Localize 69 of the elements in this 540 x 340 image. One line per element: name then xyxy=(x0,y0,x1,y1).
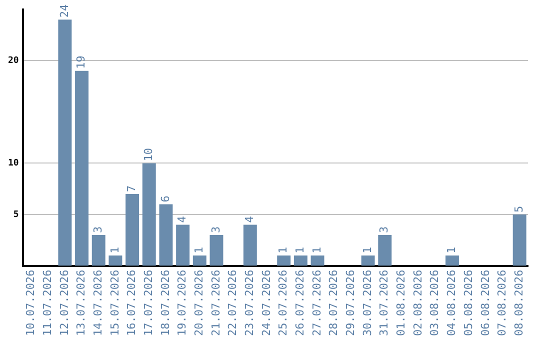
data-label: 1 xyxy=(445,246,458,254)
x-tick-label: 08.08.2026 xyxy=(512,270,526,336)
data-label: 7 xyxy=(125,185,138,192)
x-tick-label: 29.07.2026 xyxy=(344,270,358,336)
bar xyxy=(445,256,459,266)
bar xyxy=(378,235,392,266)
data-label: 3 xyxy=(378,226,391,234)
data-label: 1 xyxy=(108,246,122,254)
x-tick-label: 03.08.2026 xyxy=(428,270,442,336)
x-tick-label: 27.07.2026 xyxy=(310,270,324,336)
x-tick-label: 23.07.2026 xyxy=(243,270,256,336)
x-tick-label: 26.07.2026 xyxy=(294,270,307,336)
bar xyxy=(92,235,106,266)
x-tick-label: 25.07.2026 xyxy=(276,270,290,336)
bar xyxy=(277,256,291,266)
bar xyxy=(142,163,156,266)
x-tick-label: 19.07.2026 xyxy=(176,270,189,336)
data-label: 24 xyxy=(58,4,71,18)
x-tick-label: 12.07.2026 xyxy=(58,270,71,336)
bar xyxy=(210,235,224,266)
data-label: 6 xyxy=(158,196,172,202)
data-label: 3 xyxy=(209,226,222,234)
y-tick-label: 5 xyxy=(13,210,19,220)
data-label: 4 xyxy=(176,216,189,223)
data-label: 1 xyxy=(276,246,290,254)
x-tick-label: 28.07.2026 xyxy=(327,270,340,336)
x-tick-label: 11.07.2026 xyxy=(40,270,54,336)
x-tick-label: 02.08.2026 xyxy=(411,270,424,336)
y-tick-label: 10 xyxy=(8,158,19,169)
bar xyxy=(512,214,526,266)
data-label: 5 xyxy=(512,206,526,212)
x-tick-label: 31.07.2026 xyxy=(378,270,391,336)
bar xyxy=(243,224,257,266)
y-tick-label: 20 xyxy=(8,56,19,66)
data-label: 19 xyxy=(74,56,88,69)
x-tick-label: 04.08.2026 xyxy=(445,270,458,336)
bar xyxy=(176,224,190,266)
data-label: 10 xyxy=(142,148,155,162)
x-tick-label: 13.07.2026 xyxy=(74,270,88,336)
bar xyxy=(159,204,173,266)
x-tick-label: 16.07.2026 xyxy=(125,270,138,336)
x-tick-label: 20.07.2026 xyxy=(192,270,206,336)
bar xyxy=(75,70,89,266)
bar xyxy=(294,256,308,266)
x-tick-label: 30.07.2026 xyxy=(360,270,374,336)
x-tick-label: 07.08.2026 xyxy=(496,270,509,336)
x-tick-label: 22.07.2026 xyxy=(226,270,240,336)
data-label: 1 xyxy=(360,246,374,254)
x-tick-label: 17.07.2026 xyxy=(142,270,155,336)
x-tick-label: 15.07.2026 xyxy=(108,270,122,336)
data-label: 3 xyxy=(91,226,104,234)
data-label: 1 xyxy=(294,246,307,254)
x-tick-label: 01.08.2026 xyxy=(394,270,408,336)
data-label: 1 xyxy=(192,246,206,254)
x-tick-label: 21.07.2026 xyxy=(209,270,222,336)
x-tick-label: 24.07.2026 xyxy=(260,270,273,336)
bar xyxy=(192,256,206,266)
x-tick-label: 06.08.2026 xyxy=(478,270,492,336)
bar xyxy=(310,256,324,266)
bar xyxy=(108,256,122,266)
x-tick-label: 18.07.2026 xyxy=(158,270,172,336)
x-tick-label: 05.08.2026 xyxy=(462,270,475,336)
data-label: 4 xyxy=(243,216,256,223)
x-tick-label: 10.07.2026 xyxy=(24,270,38,336)
bar xyxy=(126,194,140,266)
x-tick-label: 14.07.2026 xyxy=(91,270,104,336)
data-label: 1 xyxy=(310,246,324,254)
bar xyxy=(58,20,72,266)
bar xyxy=(361,256,375,266)
